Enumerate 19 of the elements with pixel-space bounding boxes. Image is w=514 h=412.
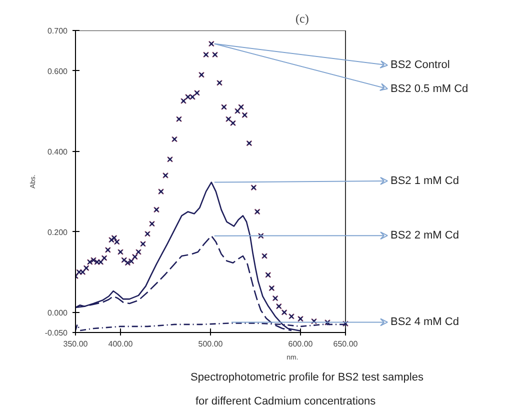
y-tick-label: 0.400 — [47, 147, 68, 156]
y-tick-label: 0.000 — [47, 308, 68, 318]
text: for different Cadmium concentrations — [196, 396, 376, 408]
text: BS2 Control — [390, 59, 450, 72]
chart-title: (c) — [296, 12, 309, 26]
text: BS2 0.5 mM Cd — [390, 82, 468, 95]
y-tick-label: 0.700 — [47, 26, 68, 36]
x-tick-label: 350.00 — [63, 340, 88, 348]
text: BS2 4 mM Cd — [390, 316, 459, 328]
y-tick-label: 0.200 — [47, 228, 68, 237]
x-tick-label: 650.00 — [333, 340, 358, 348]
text: Spectrophotometric profile for BS2 test samples — [190, 372, 424, 384]
y-tick-label: 0.600 — [47, 66, 68, 76]
text: BS2 1 mM Cd — [390, 174, 459, 187]
x-tick-label: 500.00 — [198, 340, 224, 348]
x-tick-label: 600.00 — [288, 340, 314, 348]
text: BS2 2 mM Cd — [390, 230, 459, 242]
y-tick-label: -0.050 — [44, 328, 68, 338]
x-tick-label: 400.00 — [108, 340, 134, 348]
